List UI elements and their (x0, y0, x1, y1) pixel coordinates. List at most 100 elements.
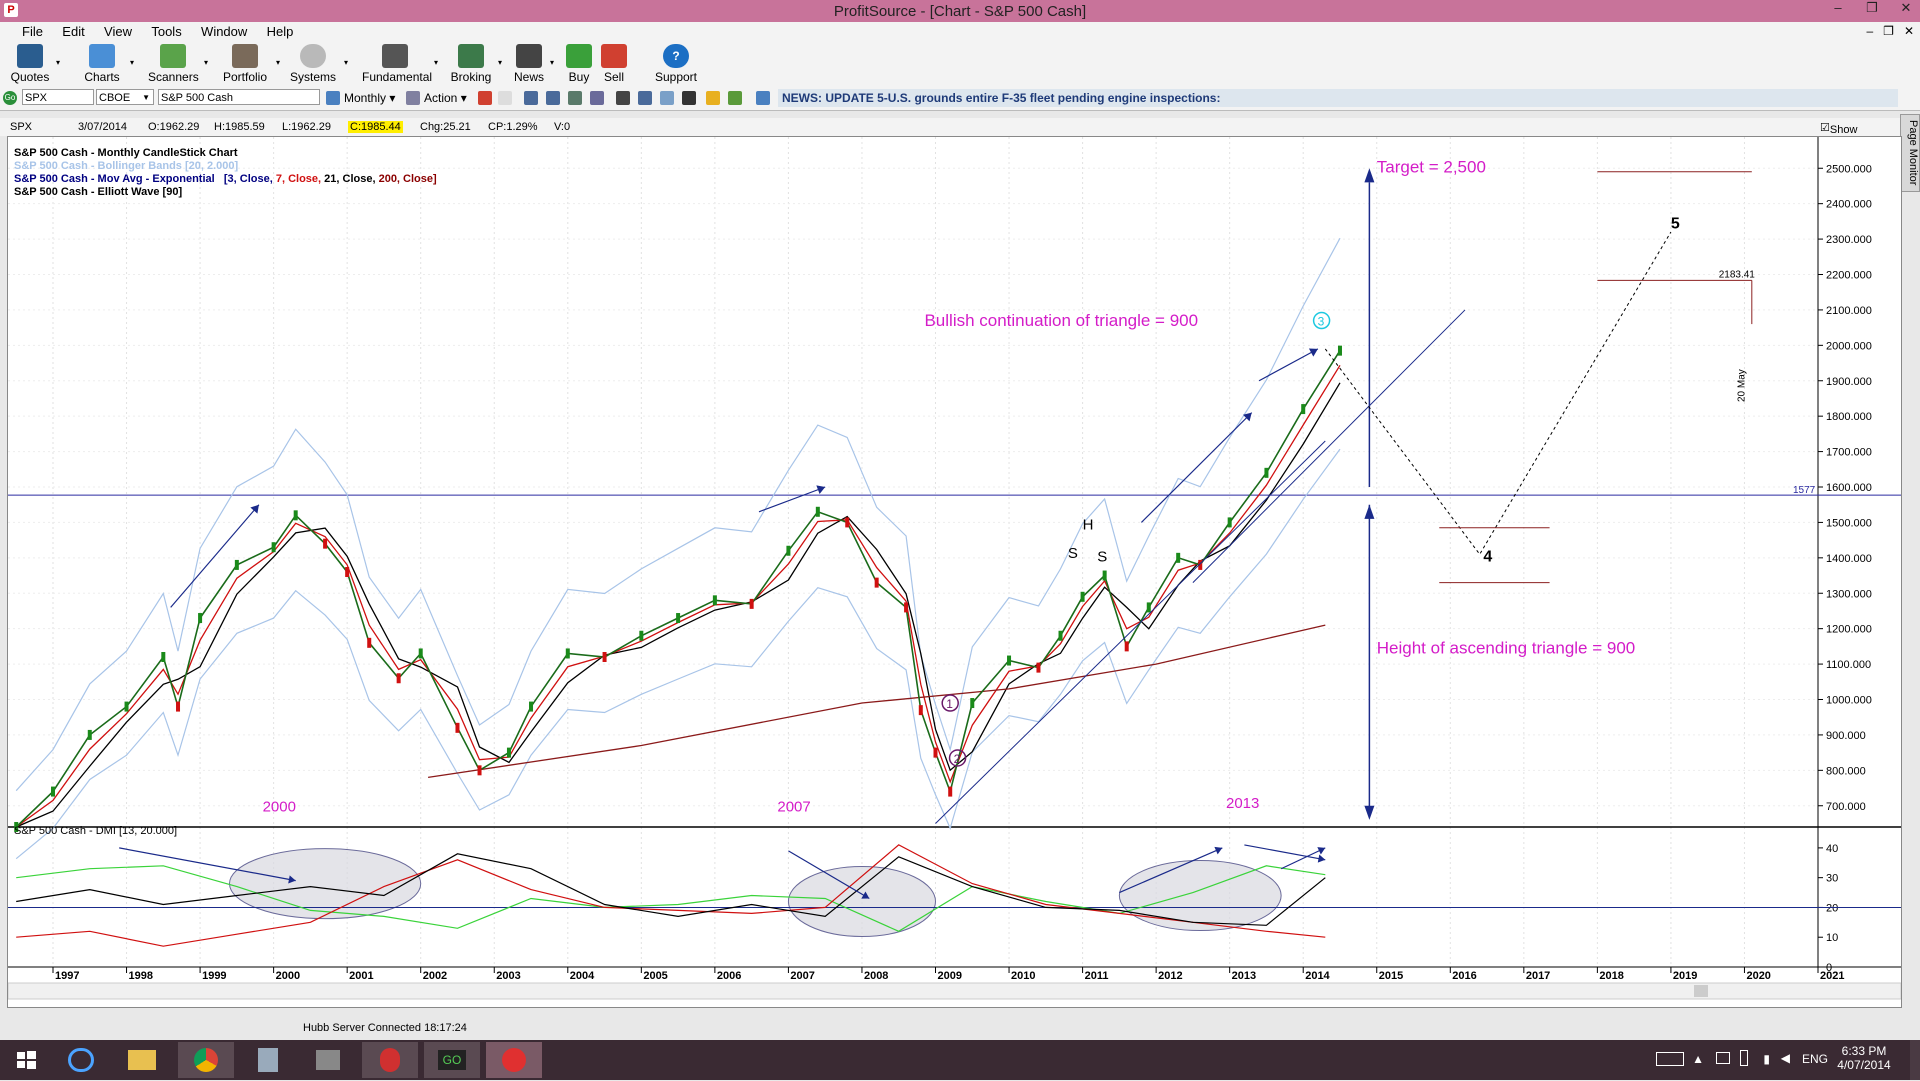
info-change-pct: CP:1.29% (488, 121, 538, 133)
taskbar-app-red[interactable] (362, 1042, 418, 1078)
clock[interactable]: 6:33 PM 4/07/2014 (1834, 1044, 1894, 1072)
systems-button[interactable]: Systems ▾ (288, 44, 348, 84)
menu-view[interactable]: View (104, 24, 132, 39)
clock-date: 4/07/2014 (1837, 1058, 1891, 1072)
buy-button[interactable]: Buy (565, 44, 593, 84)
info-open: O:1962.29 (148, 121, 200, 133)
sell-button[interactable]: Sell (600, 44, 628, 84)
dmi-arrow-5-head (1317, 847, 1326, 855)
dmi-arrow-2-head (861, 891, 870, 899)
candle (87, 729, 92, 740)
indicator-icon[interactable] (638, 91, 652, 105)
close-icon[interactable]: ✕ (1900, 0, 1912, 15)
broking-button[interactable]: Broking ▾ (450, 44, 502, 84)
go-icon[interactable]: Go (3, 91, 17, 105)
news-button[interactable]: News ▾ (514, 44, 554, 84)
sell-small-icon[interactable] (478, 91, 492, 105)
dmi-title: S&P 500 Cash - DMI [13, 20.000] (14, 825, 178, 837)
page-monitor-tab[interactable]: Page Monitor (1900, 114, 1920, 192)
bulb-icon[interactable] (660, 91, 674, 105)
portfolio-button[interactable]: Portfolio ▾ (220, 44, 280, 84)
bollinger-upper (15, 237, 1341, 792)
tools-icon[interactable] (616, 91, 630, 105)
star-icon[interactable] (706, 91, 720, 105)
taskbar-explorer[interactable] (114, 1042, 170, 1078)
menu-tools[interactable]: Tools (151, 24, 182, 39)
quotes-label: Quotes (10, 70, 50, 84)
exchange-value: CBOE (99, 92, 131, 104)
x-tick-label: 2007 (790, 970, 814, 982)
x-tick-label: 2019 (1673, 970, 1697, 982)
candle (161, 652, 166, 662)
network-icon[interactable]: ▮ (1763, 1052, 1770, 1066)
quotes-button[interactable]: Quotes ▾ (10, 44, 60, 84)
menu-help[interactable]: Help (266, 24, 294, 39)
taskbar-chrome[interactable] (178, 1042, 234, 1078)
clock-time: 6:33 PM (1841, 1044, 1887, 1058)
candle (1264, 467, 1269, 478)
scanners-button[interactable]: Scanners ▾ (148, 44, 208, 84)
annotation-year-2013: 2013 (1226, 795, 1259, 812)
menu-file[interactable]: File (22, 24, 43, 39)
x-tick-label: 2017 (1526, 970, 1550, 982)
ie-icon (68, 1048, 94, 1072)
start-button[interactable] (6, 1042, 46, 1078)
action-center-icon[interactable] (1716, 1052, 1730, 1064)
candle (565, 648, 570, 659)
taskbar-app-grid[interactable] (300, 1042, 356, 1078)
candle (1337, 345, 1342, 356)
candle (1058, 630, 1063, 641)
tray-expand-icon[interactable]: ▲ (1692, 1052, 1704, 1066)
annotation-target: Target = 2,500 (1377, 157, 1486, 176)
mdi-minimize-icon[interactable]: – (1866, 24, 1874, 38)
sell-label: Sell (603, 70, 624, 84)
period-select[interactable]: Monthly ▾ (344, 91, 396, 105)
blank-tool-icon[interactable] (498, 91, 512, 105)
crosshair-icon[interactable] (524, 91, 538, 105)
period-value: Monthly (344, 91, 387, 105)
quotes-icon (17, 44, 43, 68)
fundamental-button[interactable]: Fundamental ▾ (362, 44, 438, 84)
news-ticker[interactable]: NEWS: UPDATE 5-U.S. grounds entire F-35 … (778, 89, 1898, 107)
arrows-icon[interactable] (728, 91, 742, 105)
menu-edit[interactable]: Edit (62, 24, 85, 39)
go-app-icon: GO (438, 1050, 466, 1070)
x-tick-label: 2005 (643, 970, 667, 982)
save-icon[interactable] (546, 91, 560, 105)
drawing-icon[interactable] (682, 91, 696, 105)
wave-1-label: 1 (946, 697, 953, 711)
mdi-close-icon[interactable]: ✕ (1903, 24, 1914, 38)
keyboard-icon[interactable] (1656, 1052, 1684, 1066)
ema-21-line (15, 382, 1341, 828)
level-label-1577: 1577 (1793, 485, 1816, 496)
security-name-field[interactable]: S&P 500 Cash (158, 89, 320, 105)
mdi-restore-icon[interactable]: ❐ (1883, 24, 1894, 38)
language-indicator[interactable]: ENG (1801, 1052, 1828, 1066)
taskbar-go[interactable]: GO (424, 1042, 480, 1078)
volume-icon[interactable]: ◀ (1780, 1051, 1790, 1065)
fundamental-label: Fundamental (362, 70, 433, 84)
candle (602, 652, 607, 662)
compare-icon[interactable] (568, 91, 582, 105)
restore-icon[interactable]: ❐ (1866, 0, 1878, 15)
menu-window[interactable]: Window (201, 24, 248, 39)
taskbar-calculator[interactable] (240, 1042, 296, 1078)
taskbar-ie[interactable] (54, 1042, 110, 1078)
layout-icon[interactable] (590, 91, 604, 105)
show-last-checkbox[interactable]: ☑ Show Last (1820, 121, 1857, 148)
taskbar-profitsource[interactable] (486, 1042, 542, 1078)
trend-arrow-2013b-head (1308, 348, 1318, 357)
symbol-input[interactable]: SPX (22, 89, 94, 105)
app-icon: P (4, 3, 18, 17)
exchange-select[interactable]: CBOE ▼ (96, 89, 154, 105)
portfolio-icon (232, 44, 258, 68)
trend-arrow-2007-head (816, 485, 826, 495)
x-tick-label: 2020 (1746, 970, 1770, 982)
minimize-icon[interactable]: – (1834, 0, 1842, 15)
info-low: L:1962.29 (282, 121, 331, 133)
charts-button[interactable]: Charts ▾ (80, 44, 134, 84)
symbol-bar: Go SPX CBOE ▼ S&P 500 Cash Monthly ▾ Acti… (0, 86, 1920, 111)
battery-icon[interactable] (1740, 1050, 1748, 1066)
action-menu[interactable]: Action ▾ (424, 91, 467, 105)
show-desktop-button[interactable] (1910, 1040, 1920, 1080)
